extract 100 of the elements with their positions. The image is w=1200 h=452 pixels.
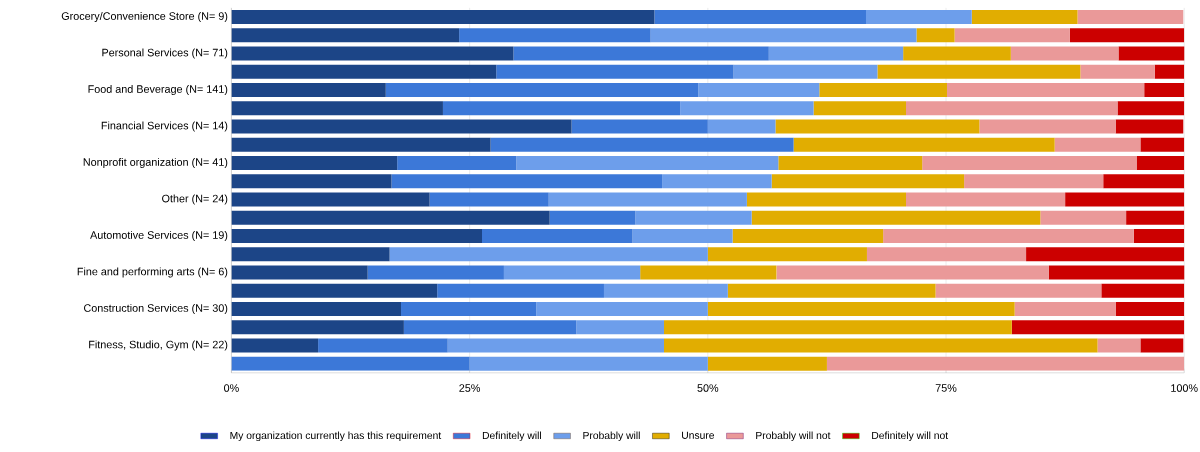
bar [459,28,651,43]
x-tick-label: 50% [697,384,719,392]
bar [1140,338,1184,353]
y-tick-label: Grocery/Convenience Store (N= 9) [61,12,228,23]
bar [231,156,398,171]
legend-label: Probably will [583,431,640,442]
bar [775,119,980,134]
x-tick-label: 0% [224,384,239,392]
bar [1097,338,1141,353]
bar [1154,64,1185,79]
bar [733,64,878,79]
x-tick-label: 25% [459,384,481,392]
bar [979,119,1116,134]
bar [883,229,1134,244]
y-tick-label: Construction Services (N= 30) [84,304,228,315]
bar [231,83,386,98]
bar [1144,83,1185,98]
bar [906,101,1118,116]
bar [231,46,514,61]
bar [576,320,664,335]
bar [503,265,641,280]
bar [513,46,769,61]
legend-label: Definitely will [482,431,541,442]
bar [482,229,633,244]
bar [231,119,572,134]
bar [1115,119,1184,134]
bar [650,28,917,43]
bar [231,64,497,79]
bar [403,320,577,335]
bar [469,356,708,371]
bar [367,265,504,280]
bar [663,338,1098,353]
bar [727,283,936,298]
bar [1103,174,1185,189]
bar [1140,137,1185,152]
legend-label: My organization currently has this requirement [230,431,442,442]
bar [385,83,699,98]
bar [1077,10,1184,25]
bar [793,137,1055,152]
bar [496,64,734,79]
bar [397,156,517,171]
bar [946,83,1145,98]
bar [1126,210,1185,225]
bar [231,320,404,335]
bar [1080,64,1155,79]
bar [935,283,1102,298]
bar [231,174,392,189]
bar [231,283,438,298]
bar [1065,192,1185,207]
bar [640,265,777,280]
bar [231,265,368,280]
bar [1048,265,1185,280]
bar [490,137,794,152]
bar [549,210,636,225]
bar [389,247,708,262]
bar [776,265,1049,280]
bar [1010,46,1119,61]
bar [1069,28,1185,43]
bar [231,137,491,152]
bar [1136,156,1185,171]
bar [231,229,483,244]
bar [771,174,965,189]
bar [1115,302,1185,317]
bar [707,247,867,262]
bar [964,174,1104,189]
bar [877,64,1081,79]
bar [865,10,972,25]
bar [971,10,1078,25]
bar [954,28,1070,43]
bar [516,156,779,171]
bar [680,101,814,116]
y-tick-label: Other (N= 24) [162,194,228,205]
bar [1054,137,1141,152]
bar [707,119,776,134]
bar [903,46,1011,61]
bar [663,320,1012,335]
bar [1040,210,1127,225]
x-tick-label: 75% [935,384,957,392]
bar [231,210,550,225]
bar [571,119,708,134]
bar [826,356,1185,371]
bar [632,229,733,244]
bar [391,174,663,189]
bar [732,229,884,244]
bar [1133,229,1185,244]
bar [548,192,747,207]
bar [401,302,537,317]
legend-label: Unsure [682,431,715,440]
y-tick-label: Personal Services (N= 71) [102,48,228,59]
bar [707,356,827,371]
bar [698,83,820,98]
bar [819,83,947,98]
y-tick-label: Financial Services (N= 14) [101,121,228,132]
bar [1014,302,1116,317]
y-tick-label: Nonprofit organization (N= 41) [83,158,228,169]
bar [318,338,448,353]
bar [906,192,1066,207]
bar [231,302,402,317]
bar [231,356,470,371]
bar [231,101,443,116]
